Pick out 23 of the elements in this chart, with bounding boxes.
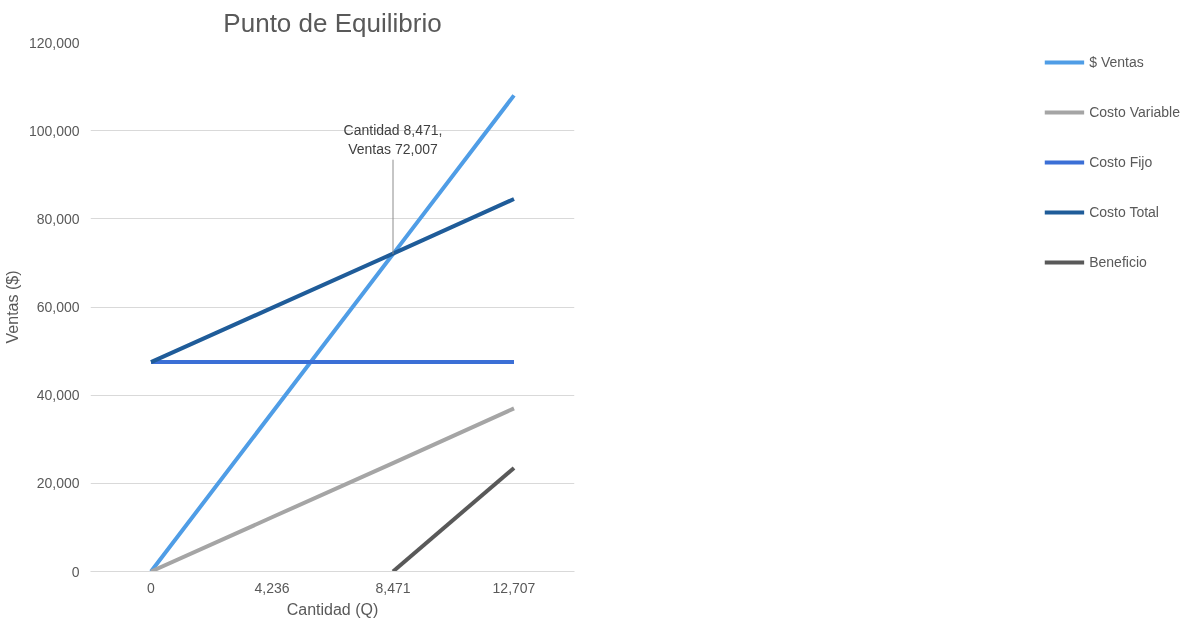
y-tick-label: 120,000 (28, 34, 80, 51)
legend-label: Costo Variable (1089, 104, 1180, 120)
chart-title: Punto de Equilibrio (223, 7, 442, 38)
line-series (149, 197, 516, 365)
x-axis-title: Cantidad (Q) (286, 600, 379, 618)
x-tick-label: 4,236 (254, 579, 290, 596)
y-tick-label: 80,000 (36, 210, 80, 227)
x-tick-label: 8,471 (375, 579, 411, 596)
y-tick-label: 100,000 (28, 122, 80, 139)
x-tick-label: 0 (147, 579, 156, 596)
x-tick-label: 12,707 (492, 579, 536, 596)
y-tick-label: 60,000 (36, 299, 80, 315)
legend-label: Costo Total (1089, 204, 1159, 220)
legend-label: Costo Fijo (1089, 154, 1153, 170)
legend-label: Beneficio (1089, 254, 1147, 270)
y-tick-label: 20,000 (36, 475, 80, 492)
y-tick-label: 40,000 (36, 387, 80, 404)
y-tick-label: 0 (71, 563, 80, 580)
line-series (149, 93, 516, 572)
annotation: Cantidad 8,471, Ventas 72,007 (343, 121, 443, 158)
line-series (149, 406, 516, 572)
legend-label: $ Ventas (1089, 54, 1144, 70)
y-axis-title: Ventas ($) (3, 270, 21, 344)
